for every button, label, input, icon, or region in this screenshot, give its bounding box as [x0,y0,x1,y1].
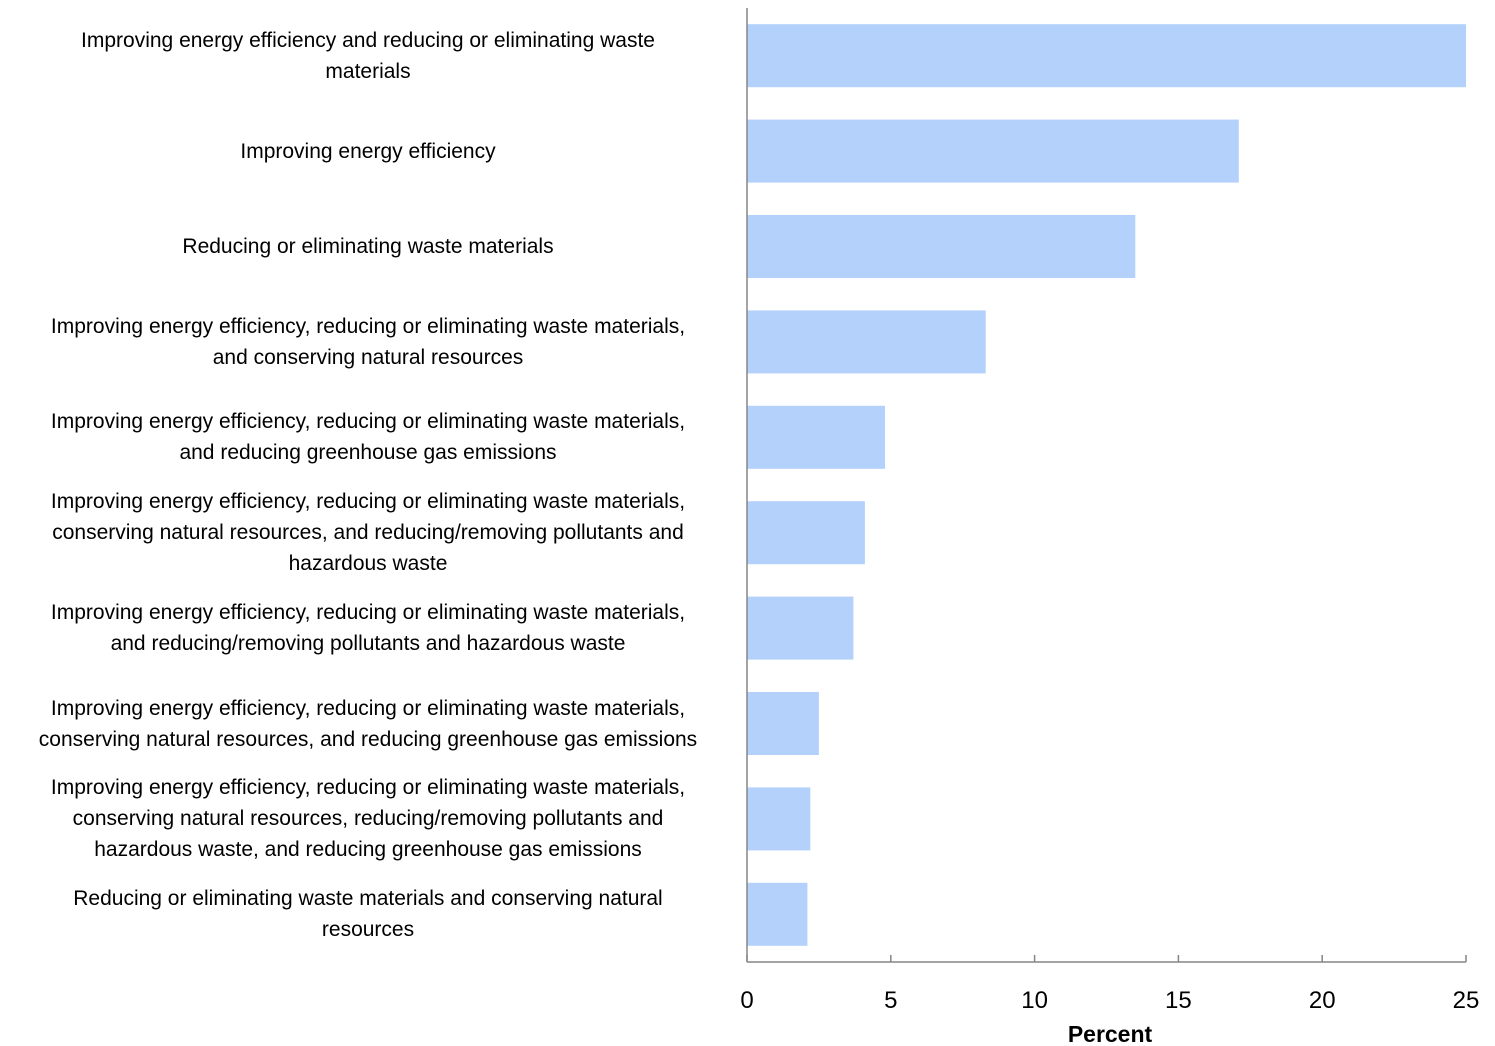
bar-5 [747,405,885,469]
x-tick-labels: 0 5 10 15 20 25 [740,987,1479,1014]
bar-4 [747,310,986,374]
category-label-9: Improving energy efficiency, reducing or… [50,776,686,862]
category-label-1: Improving energy efficiency and reducing… [81,28,655,83]
x-axis-title: Percent [1068,1021,1153,1046]
category-label-8: Improving energy efficiency, reducing or… [38,696,698,751]
category-label-7: Improving energy efficiency, reducing or… [50,601,686,656]
x-tick-label-15: 15 [1165,987,1192,1014]
bar-10 [747,882,808,946]
bar-9 [747,787,811,851]
x-tick-label-0: 0 [740,987,753,1014]
category-label-2: Improving energy efficiency [240,139,496,163]
category-label-6: Improving energy efficiency, reducing or… [50,490,686,576]
category-label-3: Reducing or eliminating waste materials [182,235,554,258]
bar-3 [747,215,1136,278]
bar-7 [747,596,854,660]
x-tick-label-20: 20 [1309,987,1336,1014]
category-label-5: Improving energy efficiency, reducing or… [50,410,686,465]
bar-1 [747,24,1466,88]
bar-2 [747,119,1239,183]
category-label-10: Reducing or eliminating waste materials … [73,887,663,942]
x-tick-label-25: 25 [1453,987,1480,1014]
bars [747,24,1466,946]
category-label-4: Improving energy efficiency, reducing or… [50,314,686,369]
bar-6 [747,501,865,565]
axes [746,8,1467,963]
bar-8 [747,692,819,755]
x-tick-label-5: 5 [884,987,897,1014]
x-tick-label-10: 10 [1021,987,1048,1014]
